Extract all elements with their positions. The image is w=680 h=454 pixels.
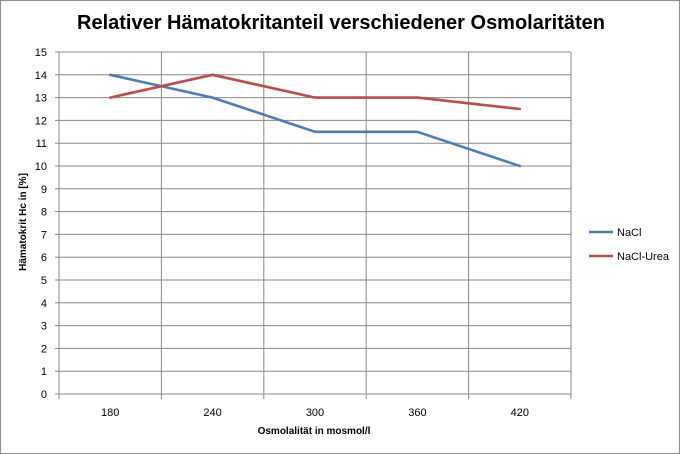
legend-label: NaCl: [617, 227, 641, 239]
y-tick-label: 13: [35, 93, 47, 105]
x-tick-label: 240: [203, 407, 221, 419]
legend: NaCl NaCl-Urea: [589, 227, 670, 263]
data-series: [108, 73, 522, 168]
gridlines: [59, 51, 572, 394]
y-tick-label: 8: [41, 207, 47, 219]
y-tick-label: 6: [41, 252, 47, 264]
series-line-2: [108, 73, 522, 111]
y-tick-label: 14: [35, 70, 47, 82]
y-tick-label: 4: [41, 298, 47, 310]
x-tick-label: 420: [511, 407, 529, 419]
y-tick-label: 9: [41, 184, 47, 196]
y-tick-label: 0: [41, 389, 47, 401]
axes: [55, 51, 572, 399]
chart-title: Relativer Hämatokritanteil verschiedener…: [77, 12, 605, 34]
x-axis-label: Osmolalität in mosmol/l: [258, 426, 371, 437]
y-tick-label: 7: [41, 229, 47, 241]
y-tick-label: 12: [35, 115, 47, 127]
y-axis-label: Hämatokrit Hc in [%]: [18, 173, 29, 271]
legend-label: NaCl-Urea: [617, 251, 670, 263]
x-tick-label: 360: [408, 407, 426, 419]
x-tick-label: 300: [306, 407, 324, 419]
y-tick-label: 5: [41, 275, 47, 287]
series-line-1: [108, 73, 522, 168]
y-tick-label: 3: [41, 321, 47, 333]
x-tick-labels: 180 240 300 360 420: [101, 407, 529, 419]
y-tick-label: 15: [35, 47, 47, 59]
y-tick-label: 2: [41, 343, 47, 355]
y-tick-label: 10: [35, 161, 47, 173]
y-tick-label: 1: [41, 366, 47, 378]
y-tick-label: 11: [36, 138, 47, 150]
x-tick-label: 180: [101, 407, 119, 419]
